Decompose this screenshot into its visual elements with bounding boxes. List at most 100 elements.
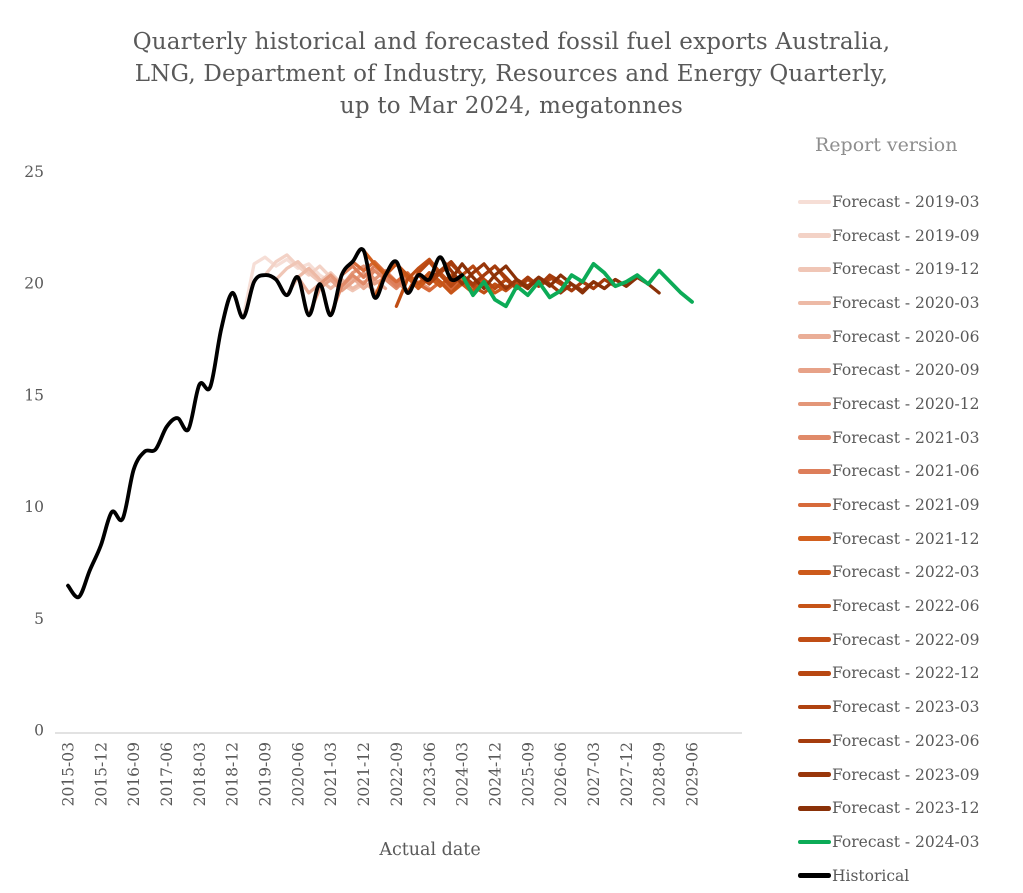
legend-line-swatch	[798, 570, 831, 575]
x-tick-label: 2021-12	[355, 742, 373, 806]
legend-label: Forecast - 2020-06	[832, 327, 980, 346]
legend-label: Forecast - 2019-12	[832, 260, 980, 279]
legend-label: Forecast - 2020-12	[832, 394, 980, 413]
legend-label: Forecast - 2023-12	[832, 799, 980, 818]
legend-line-swatch	[798, 839, 831, 845]
x-tick-label: 2020-06	[289, 742, 307, 806]
x-tick-label: 2016-09	[125, 742, 143, 806]
y-tick-label: 25	[24, 163, 44, 181]
legend-line-swatch	[798, 671, 831, 676]
legend-item-forecast-2022-06: Forecast - 2022-06	[798, 589, 1022, 623]
legend-line-swatch	[798, 738, 831, 744]
legend-item-forecast-2021-06: Forecast - 2021-06	[798, 455, 1022, 489]
legend-title: Report version	[815, 134, 958, 156]
legend-label: Forecast - 2024-03	[832, 832, 980, 851]
legend-item-forecast-2022-03: Forecast - 2022-03	[798, 556, 1022, 590]
x-tick-label: 2023-06	[421, 742, 439, 806]
x-tick-label: 2026-06	[552, 742, 570, 806]
legend-item-forecast-2021-12: Forecast - 2021-12	[798, 522, 1022, 556]
x-tick-label: 2027-03	[585, 742, 603, 806]
series-line-forecast-2024-03	[460, 262, 694, 309]
x-tick-label: 2018-03	[191, 742, 209, 806]
legend-item-forecast-2023-09: Forecast - 2023-09	[798, 758, 1022, 792]
legend-item-forecast-2024-03: Forecast - 2024-03	[798, 825, 1022, 859]
legend-line-swatch	[798, 805, 831, 811]
x-tick-label: 2024-03	[454, 742, 472, 806]
legend-label: Forecast - 2020-03	[832, 293, 980, 312]
legend-label: Forecast - 2021-09	[832, 496, 980, 515]
legend-label: Forecast - 2021-03	[832, 428, 980, 447]
chart-title-line3: up to Mar 2024, megatonnes	[339, 93, 684, 119]
x-tick-label: 2022-09	[388, 742, 406, 806]
legend-label: Forecast - 2022-06	[832, 597, 980, 616]
legend-line-swatch	[798, 704, 831, 710]
legend-item-forecast-2019-12: Forecast - 2019-12	[798, 252, 1022, 286]
legend-line-swatch	[798, 266, 831, 272]
legend-label: Forecast - 2021-12	[832, 529, 980, 548]
legend-items: Forecast - 2019-03 Forecast - 2019-09 Fore…	[798, 185, 1022, 892]
legend-line-swatch	[798, 199, 831, 205]
legend: Report version Forecast - 2019-03 Forecas…	[798, 131, 1022, 892]
legend-line-swatch	[798, 469, 831, 474]
x-tick-label: 2015-03	[60, 742, 78, 806]
legend-item-forecast-2023-12: Forecast - 2023-12	[798, 791, 1022, 825]
chart-title-line1: Quarterly historical and forecasted foss…	[132, 29, 891, 55]
legend-item-historical: Historical	[798, 859, 1022, 893]
legend-item-forecast-2019-03: Forecast - 2019-03	[798, 185, 1022, 219]
legend-line-swatch	[798, 367, 831, 373]
legend-line-swatch	[798, 334, 831, 339]
x-tick-label: 2024-12	[486, 742, 504, 806]
legend-line-swatch	[798, 637, 831, 643]
legend-item-forecast-2020-06: Forecast - 2020-06	[798, 320, 1022, 354]
x-tick-label: 2029-06	[684, 742, 702, 806]
y-tick-label: 10	[24, 498, 44, 516]
legend-item-forecast-2020-12: Forecast - 2020-12	[798, 387, 1022, 421]
legend-label: Forecast - 2021-06	[832, 462, 980, 481]
x-tick-label: 2021-03	[322, 742, 340, 806]
series-line-forecast-2019-03	[241, 255, 333, 320]
legend-item-forecast-2019-09: Forecast - 2019-09	[798, 219, 1022, 253]
legend-line-swatch	[798, 873, 831, 878]
legend-item-forecast-2021-09: Forecast - 2021-09	[798, 488, 1022, 522]
chart-title-line2: LNG, Department of Industry, Resources a…	[134, 61, 889, 87]
legend-item-forecast-2021-03: Forecast - 2021-03	[798, 421, 1022, 455]
x-tick-label: 2018-12	[224, 742, 242, 806]
legend-line-swatch	[798, 772, 831, 777]
legend-label: Forecast - 2020-09	[832, 361, 980, 380]
legend-label: Forecast - 2019-09	[832, 226, 980, 245]
legend-item-forecast-2022-09: Forecast - 2022-09	[798, 623, 1022, 657]
legend-item-forecast-2020-09: Forecast - 2020-09	[798, 353, 1022, 387]
legend-label: Forecast - 2023-06	[832, 731, 980, 750]
legend-item-forecast-2023-06: Forecast - 2023-06	[798, 724, 1022, 758]
y-tick-label: 15	[24, 386, 44, 404]
series-line-historical	[66, 247, 464, 600]
x-axis-title: Actual date	[379, 840, 481, 860]
x-tick-label: 2019-09	[257, 742, 275, 806]
legend-line-swatch	[798, 435, 831, 440]
legend-line-swatch	[798, 300, 831, 306]
y-tick-label: 20	[24, 275, 44, 293]
x-tick-label: 2015-12	[92, 742, 110, 806]
legend-line-swatch	[798, 536, 831, 542]
legend-line-swatch	[798, 233, 831, 238]
chart-title: Quarterly historical and forecasted foss…	[0, 26, 1023, 122]
legend-label: Forecast - 2022-09	[832, 630, 980, 649]
x-tick-label: 2027-12	[618, 742, 636, 806]
legend-label: Forecast - 2019-03	[832, 192, 980, 211]
x-tick-label: 2017-06	[158, 742, 176, 806]
legend-label: Forecast - 2023-03	[832, 698, 980, 717]
x-tick-label: 2028-09	[651, 742, 669, 806]
series-line-forecast-2019-12	[274, 260, 366, 293]
legend-line-swatch	[798, 603, 831, 609]
legend-line-swatch	[798, 401, 831, 407]
legend-item-forecast-2020-03: Forecast - 2020-03	[798, 286, 1022, 320]
legend-line-swatch	[798, 502, 831, 508]
y-tick-label: 5	[34, 610, 44, 628]
legend-label: Historical	[832, 866, 910, 885]
legend-label: Forecast - 2022-03	[832, 563, 980, 582]
legend-label: Forecast - 2022-12	[832, 664, 980, 683]
legend-item-forecast-2023-03: Forecast - 2023-03	[798, 690, 1022, 724]
legend-label: Forecast - 2023-09	[832, 765, 980, 784]
x-tick-label: 2025-09	[519, 742, 537, 806]
